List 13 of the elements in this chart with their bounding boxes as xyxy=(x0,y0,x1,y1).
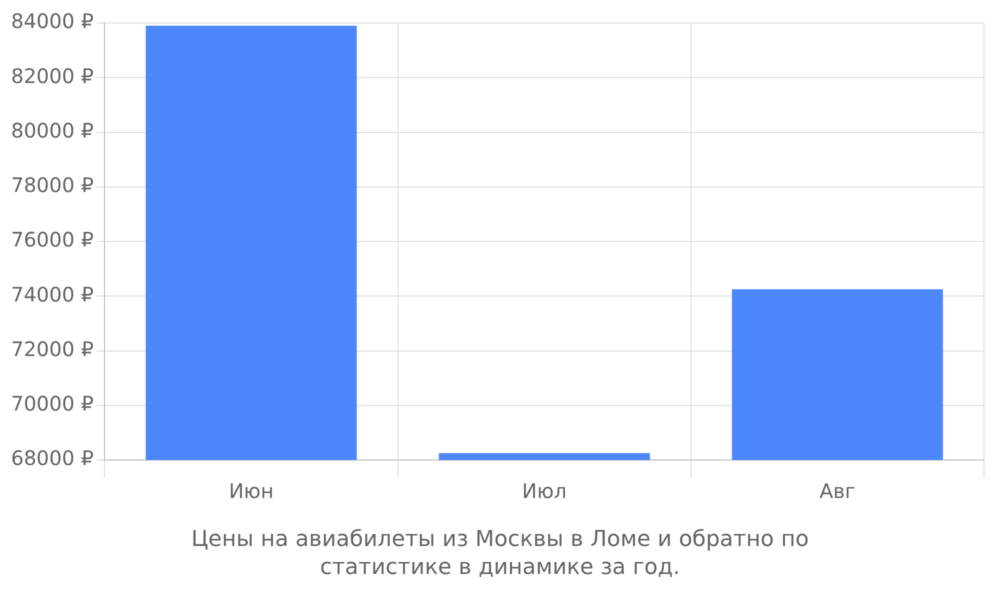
y-tick-label: 76000 ₽ xyxy=(10,228,94,252)
y-tick-label: 78000 ₽ xyxy=(10,173,94,198)
y-tick-label: 74000 ₽ xyxy=(10,282,94,306)
y-tick-label: 68000 ₽ xyxy=(10,446,94,470)
text: Цены на авиабилеты из Москвы в Ломе и обратно по статистике в динамике за год. xyxy=(190,526,810,582)
y-tick-label: 80000 ₽ xyxy=(10,118,94,142)
x-tick-label: Авг xyxy=(819,479,856,504)
x-tick-label: Июл xyxy=(522,479,567,504)
y-tick-label: 84000 ₽ xyxy=(10,9,94,34)
y-tick-label: 70000 ₽ xyxy=(10,392,94,416)
x-tick-label: Июн xyxy=(228,479,274,504)
y-tick-label: 72000 ₽ xyxy=(10,336,94,361)
y-tick-label: 82000 ₽ xyxy=(10,64,94,88)
